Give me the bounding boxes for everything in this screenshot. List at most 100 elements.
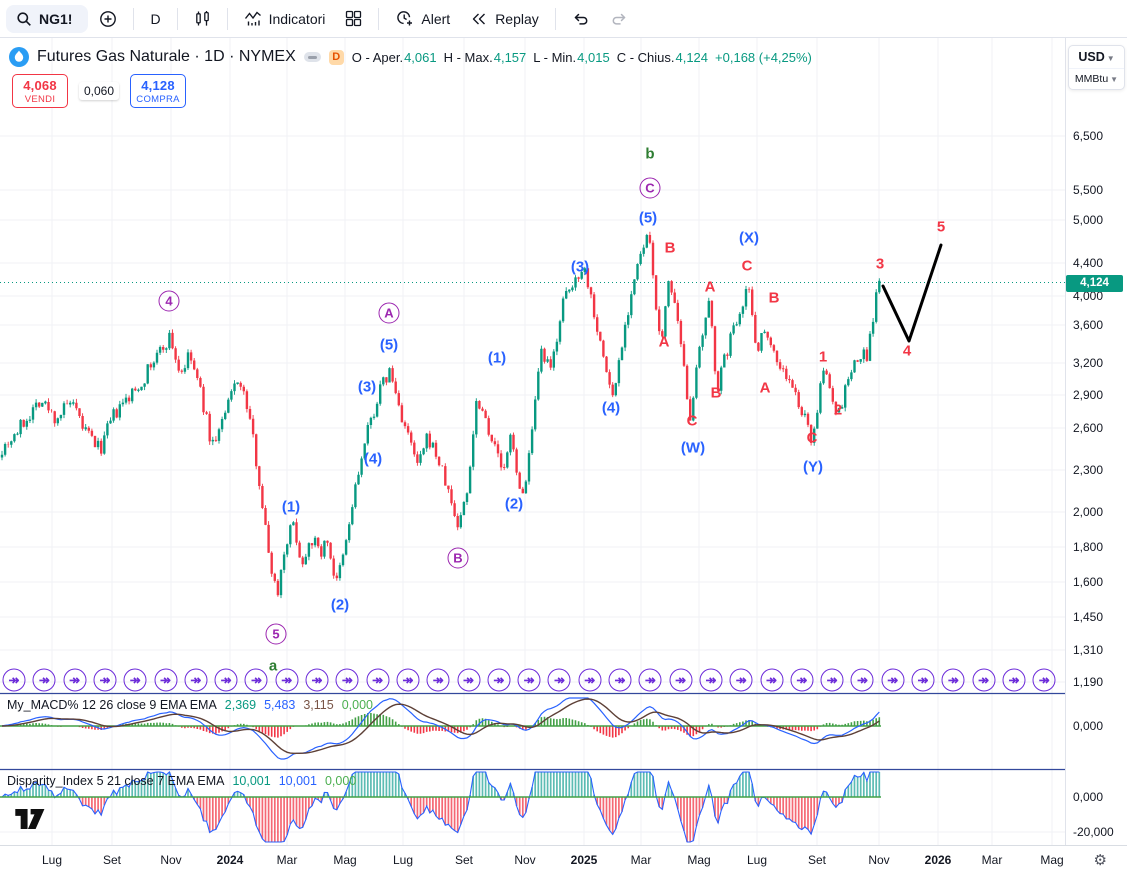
tradingview-logo[interactable] [13, 805, 59, 838]
sell-label: VENDI [24, 94, 56, 105]
search-icon [17, 11, 31, 26]
wave-label-2: 2 [833, 401, 843, 419]
session-break-marker-icon: ↠ [32, 668, 56, 692]
indicators-icon [244, 10, 261, 25]
session-break-marker-icon: ↠ [396, 668, 420, 692]
session-break-marker-icon: ↠ [972, 668, 996, 692]
currency-selector[interactable]: USD ▼ [1069, 46, 1124, 69]
symbol-title[interactable]: Futures Gas Naturale · 1D · NYMEX [37, 48, 296, 65]
wave-label-W: (W) [680, 439, 706, 457]
wave-label-B: B [768, 289, 780, 307]
session-break-marker-icon: ↠ [1032, 668, 1056, 692]
layout-grid-button[interactable] [336, 4, 371, 33]
high-label: H - Max. [443, 49, 493, 65]
wave-label-A: A [704, 278, 716, 296]
wave-label-4: (4) [601, 399, 621, 417]
wave-label-A: A [658, 333, 670, 351]
buy-price: 4,128 [141, 78, 175, 93]
wave-label-5: (5) [379, 336, 399, 354]
unit-selector[interactable]: USD ▼ MMBtu ▼ [1068, 45, 1125, 90]
time-axis-label: 2025 [570, 853, 598, 867]
time-axis-label: Set [102, 853, 122, 867]
toolbar-separator [176, 7, 178, 30]
plus-circle-icon [100, 10, 117, 27]
symbol-search-button[interactable]: NG1! [6, 4, 89, 33]
chart-type-button[interactable] [185, 4, 220, 33]
time-axis[interactable]: Lug Set Nov 2024 Mar Mag Lug Set Nov 2025 Mar Mag Lu… [0, 845, 1127, 876]
open-label: O - Aper. [351, 49, 404, 65]
disparity-value-1: 10,001 [232, 774, 271, 788]
sell-button[interactable]: 4,068 VENDI [12, 74, 68, 108]
session-break-marker-icon: ↠ [63, 668, 87, 692]
wave-label-B: B [664, 239, 676, 257]
time-axis-label: Nov [514, 853, 536, 867]
time-axis-label: Nov [160, 853, 182, 867]
unit-of-measure-selector[interactable]: MMBtu ▼ [1074, 73, 1119, 85]
close-value: 4,124 [675, 49, 709, 65]
wave-label-Y: (Y) [803, 458, 823, 476]
price-axis-label: 3,600 [1073, 318, 1104, 332]
candlestick-icon [195, 11, 209, 26]
open-value: 4,061 [404, 49, 437, 65]
market-status-pill[interactable] [303, 52, 321, 62]
wave-label-5: 5 [936, 218, 946, 236]
session-break-marker-icon: ↠ [275, 668, 299, 692]
wave-label-C: C [686, 412, 698, 430]
price-axis-label: 1,190 [1073, 675, 1104, 689]
price-axis-label: 2,600 [1073, 421, 1104, 435]
low-label: L - Min. [533, 49, 577, 65]
wave-label-4: 4 [902, 342, 912, 360]
low-value: 4,015 [577, 49, 610, 65]
axis-settings-gear-icon[interactable]: ⚙ [1093, 852, 1107, 869]
wave-label-2: (2) [504, 495, 524, 513]
session-break-marker-icon: ↠ [699, 668, 723, 692]
session-break-marker-icon: ↠ [335, 668, 359, 692]
price-axis-label: 4,400 [1073, 256, 1104, 270]
disparity-indicator-row[interactable]: Disparity_Index 5 21 close 7 EMA EMA 10,… [7, 774, 356, 788]
redo-button[interactable] [601, 4, 637, 34]
session-break-marker-icon: ↠ [366, 668, 390, 692]
price-axis-label: 1,310 [1073, 643, 1104, 657]
delayed-data-badge[interactable]: D [328, 49, 344, 65]
session-break-marker-icon: ↠ [184, 668, 208, 692]
session-break-marker-icon: ↠ [547, 668, 571, 692]
price-axis-label: 5,000 [1073, 213, 1104, 227]
wave-label-1: 1 [818, 348, 828, 366]
chevron-down-icon: ▼ [1110, 75, 1119, 84]
change-value: +0,168 (+4,25%) [715, 49, 812, 65]
compare-add-button[interactable] [90, 4, 126, 34]
time-axis-label: Set [454, 853, 474, 867]
alert-label: Alert [421, 10, 451, 27]
time-axis-label: Nov [868, 853, 890, 867]
time-axis-label: Lug [746, 853, 768, 867]
interval-button[interactable]: D [141, 5, 169, 33]
price-axis[interactable]: USD ▼ MMBtu ▼ 6,500 5,500 5,000 4,400 4,000 3,6… [1065, 38, 1127, 845]
session-break-marker-icon: ↠ [911, 668, 935, 692]
session-break-marker-icon: ↠ [820, 668, 844, 692]
price-axis-label: 1,450 [1073, 610, 1104, 624]
alert-button[interactable]: Alert [386, 3, 459, 34]
price-axis-label: 0,000 [1073, 719, 1104, 733]
session-break-marker-icon: ↠ [941, 668, 965, 692]
indicators-button[interactable]: Indicatori [235, 4, 335, 34]
time-axis-label: Lug [392, 853, 414, 867]
price-axis-label: 3,200 [1073, 356, 1104, 370]
wave-label-5: (5) [638, 209, 658, 227]
macd-value-2: 5,483 [264, 698, 296, 712]
price-axis-label: 4,000 [1073, 289, 1104, 303]
macd-indicator-row[interactable]: My_MACD% 12 26 close 9 EMA EMA 2,369 5,4… [7, 698, 373, 712]
price-axis-label: 2,300 [1073, 463, 1104, 477]
replay-button[interactable]: Replay [461, 4, 548, 34]
wave-label-3: (3) [357, 378, 377, 396]
session-break-marker-icon: ↠ [669, 668, 693, 692]
undo-button[interactable] [563, 4, 599, 34]
time-axis-label: Mar [981, 853, 1003, 867]
time-axis-label: Mag [1040, 853, 1064, 867]
buy-button[interactable]: 4,128 COMPRA [130, 74, 187, 108]
wave-label-A: A [759, 379, 771, 397]
wave-label-1: (1) [281, 498, 301, 516]
session-break-marker-icon: ↠ [578, 668, 602, 692]
time-axis-label: Lug [41, 853, 63, 867]
